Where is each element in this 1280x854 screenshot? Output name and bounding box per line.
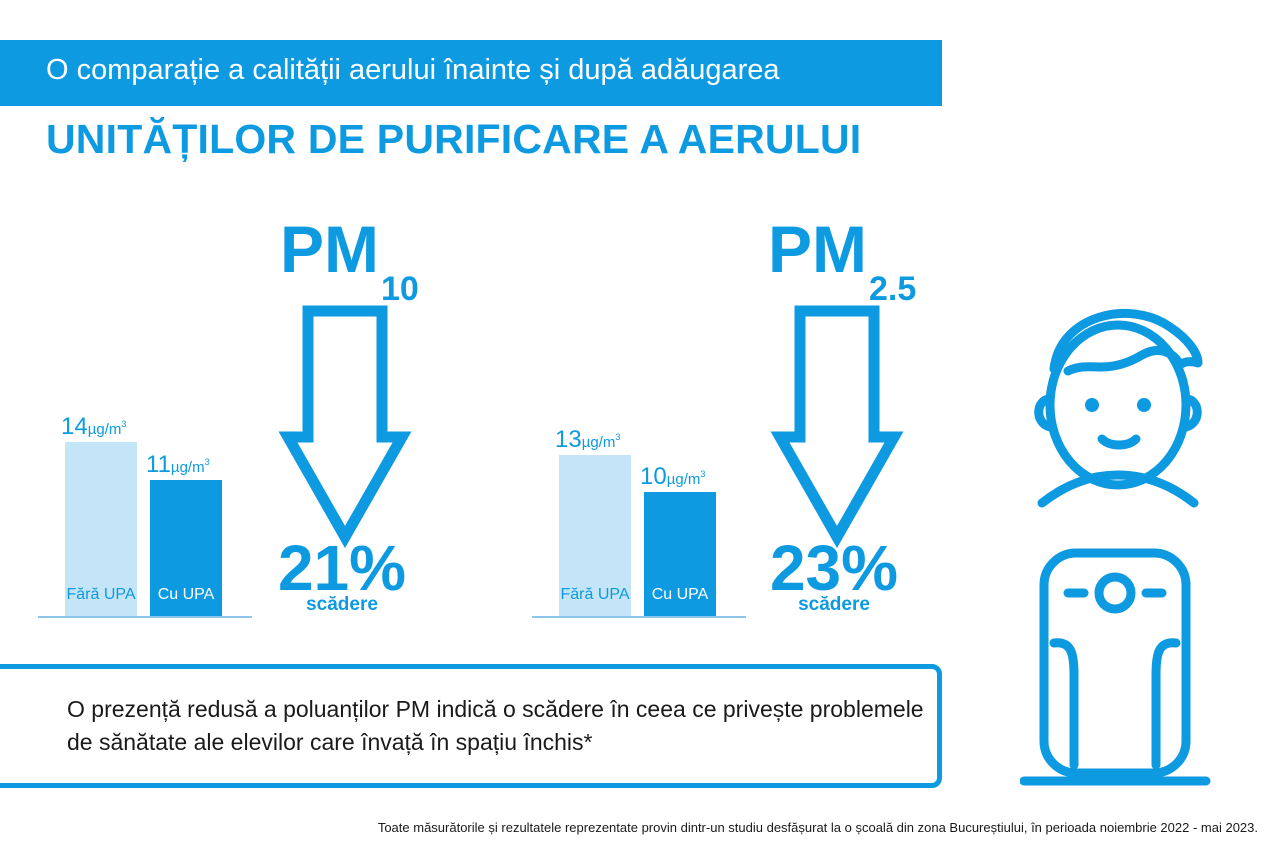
bar-category-label: Cu UPA (157, 586, 215, 603)
bar-without-upa: Fără UPA (65, 442, 137, 616)
reduction-caption: scădere (306, 594, 378, 615)
title-banner: O comparație a calității aerului înainte… (0, 40, 942, 106)
pollutant-label: PM2.5 (768, 212, 917, 308)
bar-value-unit: µg/m3 (87, 419, 127, 438)
bar-without-upa: Fără UPA (559, 455, 631, 616)
chart-pm10: Fără UPA 14µg/m3 Cu UPA 11µg/m3 PM10 21%… (38, 200, 478, 630)
bar-value-label: 14µg/m3 (61, 410, 126, 444)
bar-value-unit: µg/m3 (581, 432, 621, 451)
bar-category-label: Fără UPA (66, 586, 136, 603)
bar-value-number: 11 (146, 451, 171, 478)
bar-value-unit: µg/m3 (170, 457, 210, 476)
bar-with-upa: Cu UPA (644, 492, 716, 616)
down-arrow-icon (278, 305, 412, 549)
bar-with-upa: Cu UPA (150, 480, 222, 616)
reduction-percent: 21% (277, 532, 407, 604)
chart-pm25: Fără UPA 13µg/m3 Cu UPA 10µg/m3 PM2.5 23… (532, 200, 972, 630)
pollutant-label: PM10 (280, 212, 419, 308)
bar-value-unit: µg/m3 (666, 469, 706, 488)
message-box: O prezență redusă a poluanților PM indic… (0, 664, 942, 788)
x-axis (532, 616, 746, 618)
footnote: Toate măsurătorile și rezultatele reprez… (377, 820, 1258, 835)
bar-value-number: 13 (555, 426, 582, 453)
bar-value-number: 10 (640, 463, 667, 490)
right-eye (1137, 398, 1151, 412)
bar-value-label: 13µg/m3 (555, 423, 620, 457)
reduction-caption: scădere (798, 594, 870, 615)
air-purifier-icon (1020, 548, 1211, 786)
page-subtitle: UNITĂȚILOR DE PURIFICARE A AERULUI (46, 116, 862, 162)
down-arrow-icon (770, 305, 904, 549)
left-eye (1085, 398, 1099, 412)
bar-category-label: Fără UPA (560, 586, 630, 603)
reduction-percent: 23% (769, 532, 899, 604)
page-title: O comparație a calității aerului înainte… (46, 54, 780, 86)
child-face-icon (1034, 309, 1203, 508)
bar-value-number: 14 (61, 413, 88, 440)
bar-value-label: 10µg/m3 (640, 460, 705, 494)
illustration (1020, 309, 1211, 786)
bar-category-label: Cu UPA (651, 586, 709, 603)
x-axis (38, 616, 252, 618)
bar-value-label: 11µg/m3 (146, 448, 210, 482)
message-text: O prezență redusă a poluanților PM indic… (67, 696, 924, 755)
